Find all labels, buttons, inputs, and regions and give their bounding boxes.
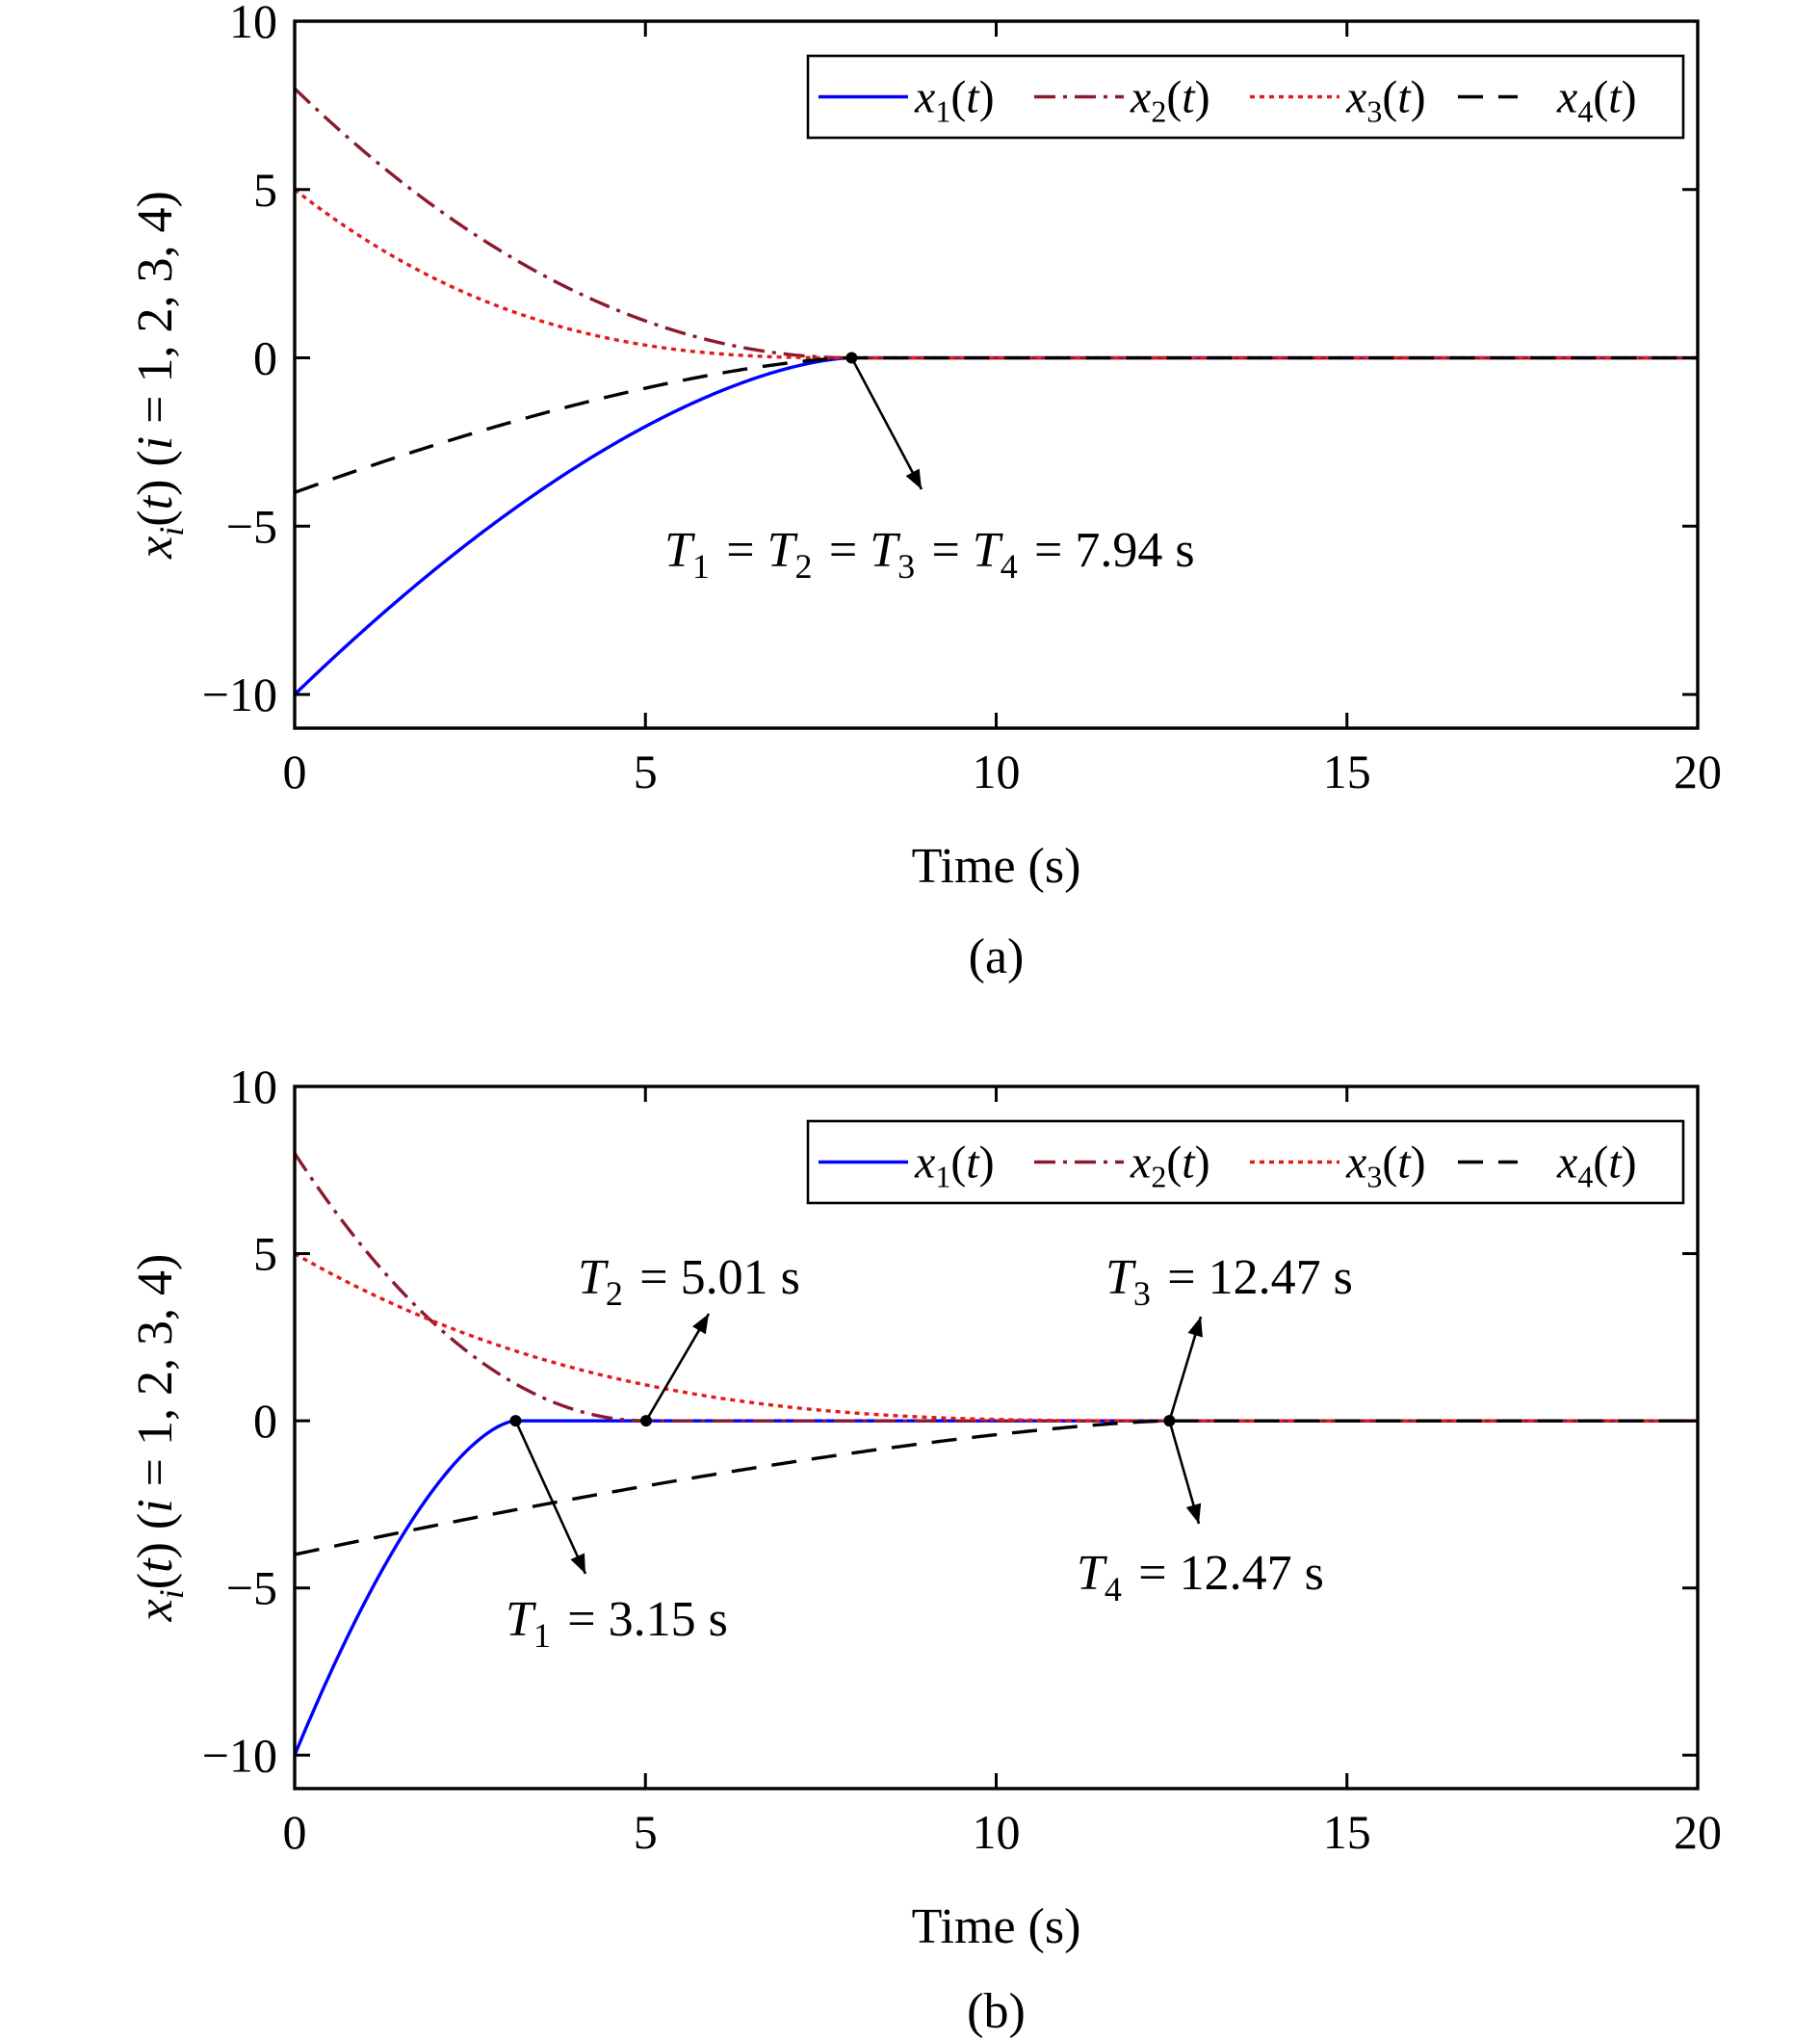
legend: x1(t) x2(t) x3(t) x4(t) [806,1119,1685,1205]
series-line-x3 [295,1252,1698,1423]
arrowhead [905,468,922,489]
x-tick-label: 15 [1323,745,1371,798]
legend-label-x2: x2(t) [1130,72,1210,129]
legend-box [806,54,1685,140]
y-tick-label: −5 [226,499,277,553]
y-tick-label: −10 [202,1728,277,1782]
y-tick-label: 10 [229,1059,277,1113]
x-tick-label: 15 [1323,1805,1371,1859]
legend-label-x4: x4(t) [1556,72,1637,129]
x-tick-label: 20 [1674,1805,1722,1859]
x-axis-label: Time (s) [912,1899,1081,1954]
series-line-x3 [295,188,1698,360]
annotation-arrow [850,356,923,490]
legend-box [806,1119,1685,1205]
arrowhead [1185,1503,1202,1524]
y-axis-label: xi(t) (i = 1, 2, 3, 4) [128,191,191,560]
legend-label-x1: x1(t) [914,72,995,129]
settling-time-annotation: T3 = 12.47 s [1105,1250,1353,1313]
y-tick-label: −10 [202,667,277,721]
legend-label-x3: x3(t) [1345,72,1426,129]
x-tick-label: 10 [973,745,1021,798]
legend-label-x2: x2(t) [1130,1137,1210,1194]
x-tick-label: 20 [1674,745,1722,798]
arrowhead [570,1553,585,1574]
legend: x1(t) x2(t) x3(t) x4(t) [806,54,1685,140]
panel-caption: (b) [967,1984,1026,2039]
series-line-x1 [295,1419,1698,1756]
x-tick-label: 0 [283,745,307,798]
series-line-x4 [295,355,1698,494]
y-tick-label: 10 [229,0,277,48]
settling-time-annotation: T1 = T2 = T3 = T4 = 7.94 s [664,523,1195,586]
legend-label-x3: x3(t) [1345,1137,1426,1194]
panel-b: 0 5 10 15 20 −10 −5 0 5 10 Time (s) xi(t) (i = 1, 2… [128,1059,1722,2039]
legend-label-x4: x4(t) [1556,1137,1637,1194]
settling-time-annotation: T2 = 5.01 s [578,1250,800,1313]
x-tick-label: 5 [634,1805,658,1859]
x-tick-label: 0 [283,1805,307,1859]
y-tick-label: −5 [226,1561,277,1615]
series-line-x2 [295,87,1698,360]
annotation-arrow [644,1313,711,1422]
x-tick-label: 5 [634,745,658,798]
y-axis-label: xi(t) (i = 1, 2, 3, 4) [128,1254,191,1623]
y-tick-label: 0 [253,331,277,385]
panel-a: 0 5 10 15 20 −10 −5 0 5 10 Time (s) xi(t) (i = 1, 2… [128,0,1722,984]
series-line-x2 [295,1152,1698,1423]
arrowhead [691,1314,709,1335]
y-tick-label: 0 [253,1394,277,1448]
arrowhead [1187,1317,1203,1338]
settling-time-annotation: T4 = 12.47 s [1077,1546,1324,1608]
series-group [295,1152,1698,1756]
y-tick-label: 5 [253,1227,277,1281]
legend-label-x1: x1(t) [914,1137,995,1194]
panel-caption: (a) [969,929,1025,984]
x-axis-label: Time (s) [912,839,1081,894]
series-group [295,87,1698,696]
annotation-arrow [514,1420,587,1575]
series-line-x4 [295,1419,1698,1556]
settling-time-annotation: T1 = 3.15 s [506,1592,728,1655]
x-tick-label: 10 [973,1805,1021,1859]
y-tick-label: 5 [253,163,277,217]
